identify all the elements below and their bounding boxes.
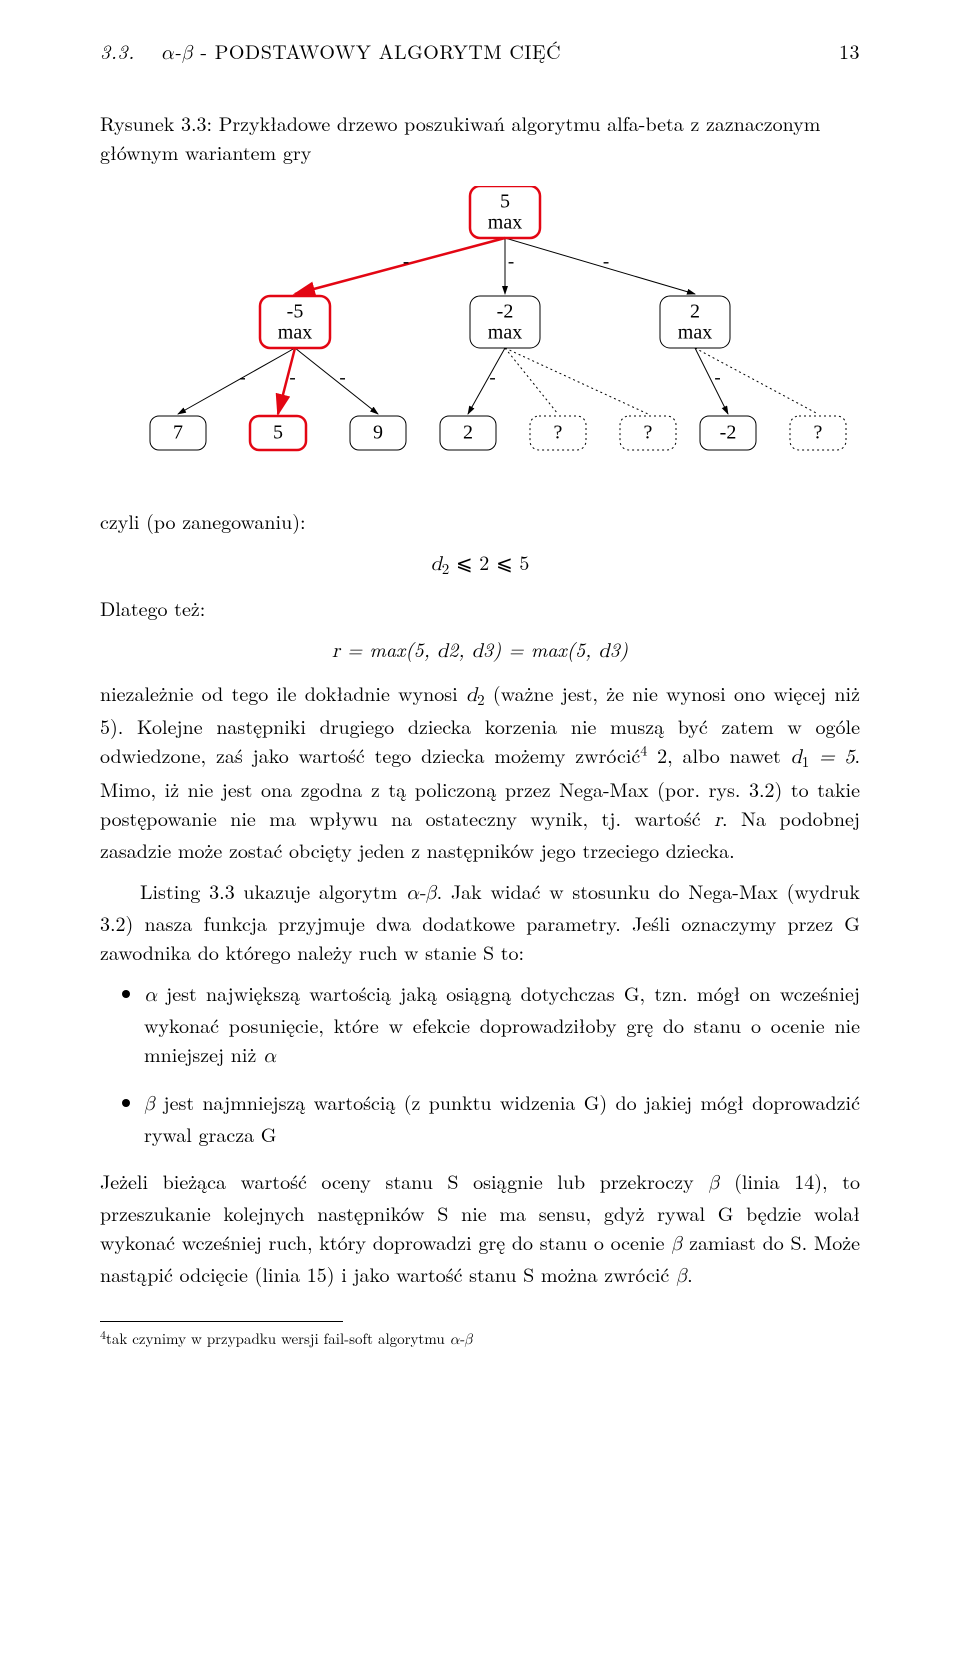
equation-r: r = max(5, d2, d3) = max(5, d3) xyxy=(100,634,860,666)
section-number: 3.3. xyxy=(100,36,135,65)
svg-text:?: ? xyxy=(644,422,653,444)
svg-text:?: ? xyxy=(814,422,823,444)
line-dlatego: Dlatego też: xyxy=(100,593,860,622)
svg-text:max: max xyxy=(488,212,522,234)
footnote-rule xyxy=(100,1321,343,1322)
line-czyli: czyli (po zanegowaniu): xyxy=(100,506,860,535)
svg-text:7: 7 xyxy=(173,422,183,444)
svg-text:-2: -2 xyxy=(497,301,514,323)
svg-text:max: max xyxy=(678,322,712,344)
svg-text:-2: -2 xyxy=(720,422,737,444)
svg-text:2: 2 xyxy=(463,422,473,444)
para-3: Jeżeli bieżąca wartość oceny stanu S osi… xyxy=(100,1166,860,1291)
tree-svg: --------5max-5max-2max2max7592??-2? xyxy=(100,186,860,476)
section-title: 3.3. α-β - PODSTAWOWY ALGORYTM CIĘĆ xyxy=(100,36,561,68)
svg-text:-: - xyxy=(508,251,514,272)
figure-caption: Rysunek 3.3: Przykładowe drzewo poszukiw… xyxy=(100,108,860,166)
svg-text:2: 2 xyxy=(690,301,700,323)
bullet-alpha: α jest największą wartością jaką osiągną… xyxy=(144,978,860,1071)
bullet-list: α jest największą wartością jaką osiągną… xyxy=(100,978,860,1148)
equation-d2: d2 ⩽ 2 ⩽ 5 xyxy=(100,547,860,581)
bullet-beta: β jest najmniejszą wartością (z punktu w… xyxy=(144,1087,860,1148)
alpha: α xyxy=(161,43,174,63)
para-2: Listing 3.3 ukazuje algorytm α-β. Jak wi… xyxy=(100,876,860,966)
svg-text:-: - xyxy=(603,251,609,272)
svg-text:5: 5 xyxy=(500,191,510,213)
svg-text:9: 9 xyxy=(373,422,383,444)
svg-text:-: - xyxy=(403,251,409,272)
svg-text:5: 5 xyxy=(273,422,283,444)
svg-text:-: - xyxy=(714,367,720,388)
para-1: niezależnie od tego ile dokładnie wynosi… xyxy=(100,678,860,864)
beta: β xyxy=(182,43,194,63)
svg-text:-5: -5 xyxy=(287,301,304,323)
svg-text:-: - xyxy=(239,367,245,388)
running-head: 3.3. α-β - PODSTAWOWY ALGORYTM CIĘĆ 13 xyxy=(100,36,860,68)
svg-text:max: max xyxy=(278,322,312,344)
svg-text:-: - xyxy=(489,367,495,388)
caption-label: Rysunek 3.3: xyxy=(100,108,212,137)
page-number: 13 xyxy=(839,36,860,68)
footnote-4: 4tak czynimy w przypadku wersji fail-sof… xyxy=(100,1326,860,1351)
svg-text:-: - xyxy=(289,367,295,388)
svg-text:-: - xyxy=(339,367,345,388)
tree-figure: --------5max-5max-2max2max7592??-2? xyxy=(100,186,860,476)
svg-text:max: max xyxy=(488,322,522,344)
svg-text:?: ? xyxy=(554,422,563,444)
